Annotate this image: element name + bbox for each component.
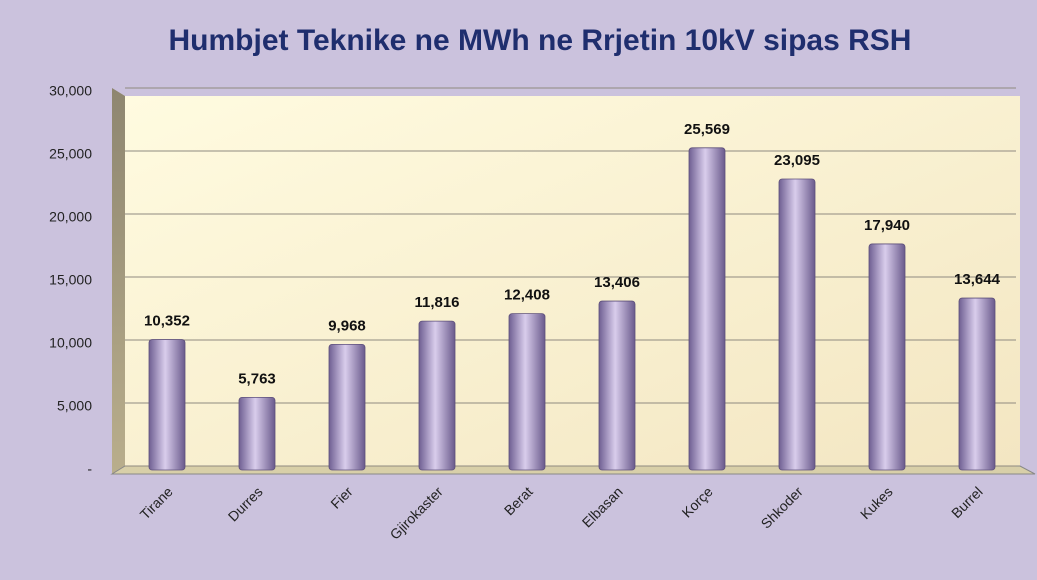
value-label: 17,940 [864,217,910,234]
bar [778,178,816,471]
value-label: 11,816 [414,294,459,311]
bar [328,344,366,471]
bar [508,313,546,471]
value-label: 13,406 [594,274,640,291]
value-label: 9,968 [328,317,366,334]
y-tick-label: 20,000 [49,209,92,225]
y-tick-label: 10,000 [49,335,92,351]
bar [958,297,996,471]
bar [868,243,906,471]
y-tick-label: 15,000 [49,272,92,288]
y-tick-label: 30,000 [49,83,92,99]
side-wall [112,88,125,474]
y-tick-label: 5,000 [57,398,92,414]
value-label: 13,644 [954,271,1001,288]
y-tick-label: 25,000 [49,146,92,162]
value-label: 10,352 [144,313,190,330]
bar [238,396,276,471]
value-label: 12,408 [504,287,550,304]
bar [598,300,636,471]
chart-title: Humbjet Teknike ne MWh ne Rrjetin 10kV s… [169,24,912,57]
value-label: 25,569 [684,121,730,138]
bar [688,147,726,471]
y-tick-label: - [87,461,92,477]
value-label: 5,763 [238,370,276,387]
value-label: 23,095 [774,152,820,169]
bar [148,339,186,471]
bar [418,320,456,471]
